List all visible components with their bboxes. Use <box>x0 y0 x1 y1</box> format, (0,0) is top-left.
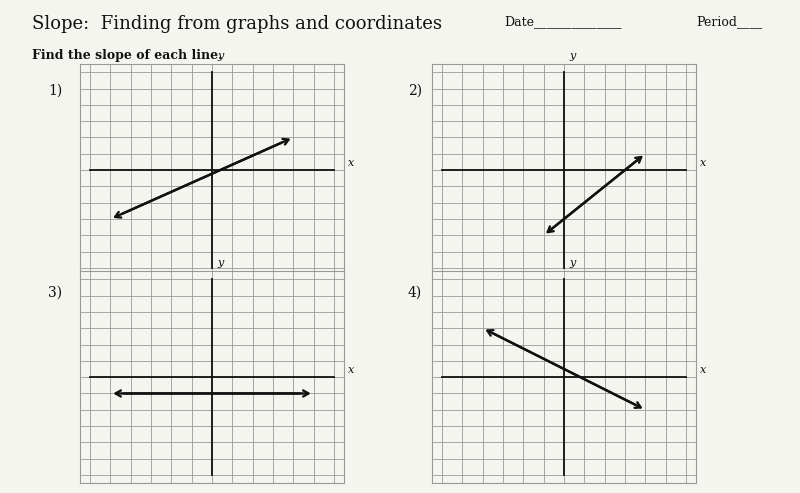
Text: 4): 4) <box>408 286 422 300</box>
Text: 2): 2) <box>408 84 422 98</box>
Text: x: x <box>700 365 706 375</box>
Text: 3): 3) <box>48 286 62 300</box>
Text: Slope:  Finding from graphs and coordinates: Slope: Finding from graphs and coordinat… <box>32 15 442 33</box>
Text: x: x <box>700 158 706 168</box>
Text: x: x <box>348 158 354 168</box>
Text: Find the slope of each line.: Find the slope of each line. <box>32 49 222 62</box>
Text: y: y <box>569 258 575 268</box>
Text: x: x <box>348 365 354 375</box>
Text: Period____: Period____ <box>696 15 762 28</box>
Text: y: y <box>569 51 575 61</box>
Text: y: y <box>217 51 223 61</box>
Text: Date______________: Date______________ <box>504 15 622 28</box>
Text: 1): 1) <box>48 84 62 98</box>
Text: y: y <box>217 258 223 268</box>
